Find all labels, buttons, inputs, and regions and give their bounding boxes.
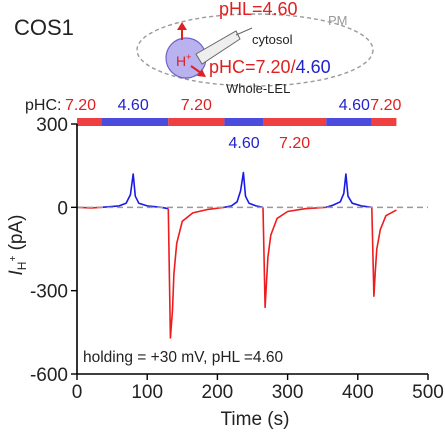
phc-segment-5 xyxy=(326,118,372,126)
ph-l-label: pHL=4.60 xyxy=(219,0,298,19)
phc-lower-labels: 4.60 7.20 xyxy=(229,135,311,152)
cell-schematic: H+ pHL=4.60 PM cytosol pHC=7.20/4.60 Who… xyxy=(136,0,374,96)
phc-segment-4 xyxy=(263,118,327,126)
y-ticks: -600 -300 0 300 xyxy=(30,115,77,386)
phc-bar-label: pHC: xyxy=(25,97,61,114)
trace-segment-4 xyxy=(262,206,327,309)
arrowhead-up-icon xyxy=(177,22,187,30)
x-tick-label: 500 xyxy=(412,382,444,403)
y-tick-label: 300 xyxy=(36,115,68,136)
ph-c-label: pHC=7.20/4.60 xyxy=(209,57,331,77)
pipette-icon xyxy=(195,30,241,65)
whole-lel-label: Whole-LEL xyxy=(226,81,290,96)
arrow-down-icon xyxy=(190,65,202,74)
arrowhead-down-icon xyxy=(197,69,206,77)
x-tick-label: 400 xyxy=(342,382,374,403)
y-axis-label: IH+ (pA) xyxy=(6,215,29,276)
current-traces xyxy=(76,171,397,339)
phc-segment-0 xyxy=(77,118,102,126)
phc-top-labels: 7.20 4.60 7.20 4.60 7.20 xyxy=(65,97,402,114)
trace-segment-2 xyxy=(167,206,225,339)
phc-segment-1 xyxy=(101,118,169,126)
y-tick-label: -300 xyxy=(30,282,68,303)
phc-segment-2 xyxy=(168,118,225,126)
holding-annotation: holding = +30 mV, pHL =4.60 xyxy=(83,349,283,366)
phc-bar xyxy=(77,118,397,126)
x-tick-label: 300 xyxy=(272,382,304,403)
x-ticks: 0 100 200 300 400 500 xyxy=(72,374,444,403)
x-axis-label: Time (s) xyxy=(221,409,290,430)
trace-segment-3 xyxy=(224,171,264,209)
y-tick-label: -600 xyxy=(30,365,68,386)
x-tick-label: 200 xyxy=(202,382,234,403)
plasma-membrane-outline xyxy=(136,13,374,87)
phc-segment-3 xyxy=(224,118,264,126)
x-tick-label: 0 xyxy=(72,382,83,403)
trace-segment-1 xyxy=(101,173,169,210)
pm-label: PM xyxy=(328,13,348,28)
proton-label: H+ xyxy=(176,52,191,69)
trace-segment-6 xyxy=(371,207,397,298)
x-tick-label: 100 xyxy=(131,382,163,403)
phc-top-label-2: 7.20 xyxy=(181,97,212,114)
y-tick-label: 0 xyxy=(57,198,68,219)
phc-top-label-4: 7.20 xyxy=(370,97,401,114)
phc-top-label-1: 4.60 xyxy=(118,97,149,114)
phc-top-label-3: 4.60 xyxy=(339,97,370,114)
phc-lower-label-0: 4.60 xyxy=(229,135,260,152)
trace-segment-5 xyxy=(325,173,372,209)
plot-area xyxy=(76,171,428,339)
cytosol-label: cytosol xyxy=(252,32,293,47)
phc-segment-6 xyxy=(371,118,397,126)
panel-label: COS1 xyxy=(14,15,74,40)
phc-lower-label-1: 7.20 xyxy=(279,135,310,152)
phc-top-label-0: 7.20 xyxy=(65,97,96,114)
pipette-tip-icon xyxy=(235,27,253,36)
